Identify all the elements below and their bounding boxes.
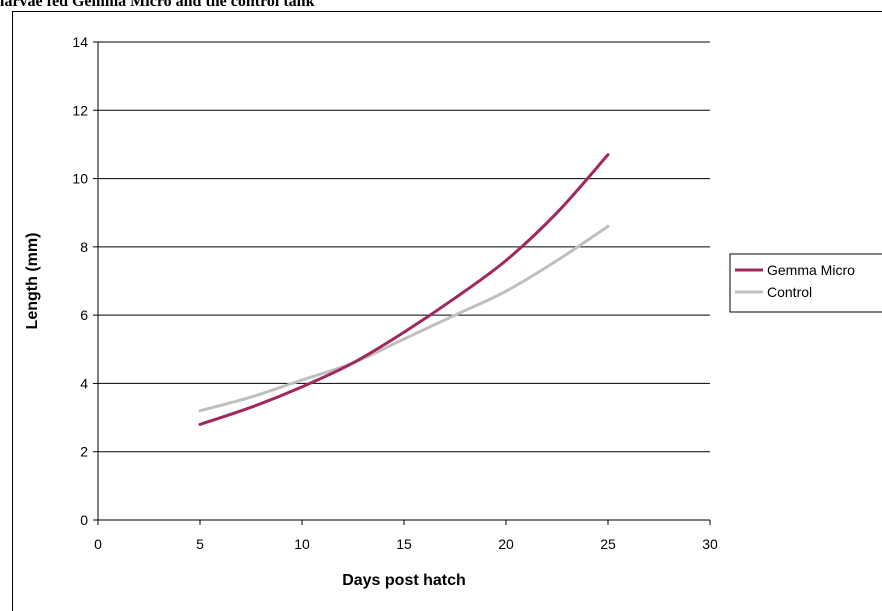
legend-label-control: Control [767, 284, 812, 300]
x-tick-label: 10 [294, 536, 310, 552]
y-tick-label: 2 [80, 444, 88, 460]
y-axis-title: Length (mm) [24, 233, 41, 330]
legend: Gemma Micro Control [730, 254, 882, 312]
y-tick-label: 0 [80, 512, 88, 528]
x-tick-label: 25 [600, 536, 616, 552]
y-tick-label: 10 [72, 171, 88, 187]
y-tick-label: 14 [72, 34, 88, 50]
x-tick-label: 15 [396, 536, 412, 552]
series-lines [200, 155, 608, 425]
x-tick-label: 0 [94, 536, 102, 552]
x-tick-label: 5 [196, 536, 204, 552]
legend-label-gemma-micro: Gemma Micro [767, 262, 855, 278]
gridlines [98, 42, 710, 452]
y-tick-label: 8 [80, 239, 88, 255]
y-tick-label: 6 [80, 307, 88, 323]
x-tick-label: 30 [702, 536, 718, 552]
x-axis-title: Days post hatch [342, 572, 466, 589]
x-tick-label: 20 [498, 536, 514, 552]
y-tick-label: 4 [80, 375, 88, 391]
series-line-gemma-micro [200, 155, 608, 425]
axes: 0 2 4 6 8 10 12 14 0 5 10 15 20 25 30 [72, 34, 718, 552]
y-tick-label: 12 [72, 102, 88, 118]
